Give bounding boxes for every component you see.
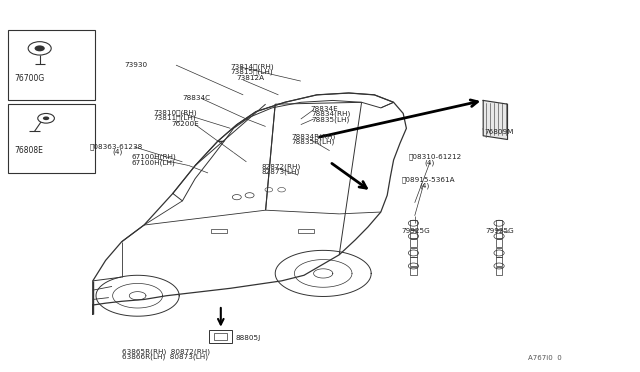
Circle shape (43, 116, 49, 120)
Text: 73815　(LH): 73815 (LH) (230, 68, 273, 75)
Text: 76700G: 76700G (14, 74, 44, 83)
Bar (410, 257, 417, 266)
Bar (496, 239, 502, 247)
Text: 63865R(RH)  80872(RH): 63865R(RH) 80872(RH) (122, 348, 210, 355)
Bar (496, 267, 502, 275)
Bar (8, 104, 95, 173)
Text: 78835(LH): 78835(LH) (312, 116, 350, 123)
Text: 88805J: 88805J (236, 335, 260, 341)
Bar (410, 267, 417, 275)
Text: Ⓝ08363-61238: Ⓝ08363-61238 (90, 143, 143, 150)
Bar (211, 229, 227, 232)
Text: A767i0  0: A767i0 0 (528, 355, 562, 361)
Text: (4): (4) (424, 160, 435, 166)
Text: 63866R(LH)  80873(LH): 63866R(LH) 80873(LH) (122, 354, 207, 360)
Text: 76809M: 76809M (484, 129, 514, 135)
Text: 79925G: 79925G (401, 228, 430, 234)
Text: 73810　(RH): 73810 (RH) (154, 109, 197, 116)
Bar (496, 230, 502, 238)
Bar (8, 30, 95, 100)
Text: 73930: 73930 (125, 62, 148, 68)
Bar (410, 248, 417, 257)
Text: 78834C: 78834C (182, 95, 211, 101)
Text: 78834(RH): 78834(RH) (312, 111, 351, 118)
Bar (214, 333, 227, 340)
Text: 78834E: 78834E (310, 106, 338, 112)
Text: 79925G: 79925G (485, 228, 514, 234)
Bar (496, 257, 502, 266)
Bar (410, 239, 417, 247)
Text: 82873(LH): 82873(LH) (261, 169, 300, 175)
Text: 78835R(LH): 78835R(LH) (291, 139, 335, 145)
Text: 82872(RH): 82872(RH) (261, 163, 300, 170)
Text: (4): (4) (112, 148, 122, 155)
Text: Ⓝ08310-61212: Ⓝ08310-61212 (408, 154, 461, 160)
Text: 73814　(RH): 73814 (RH) (230, 63, 274, 70)
Bar (496, 248, 502, 257)
Text: 76200E: 76200E (172, 121, 199, 126)
Text: 76808E: 76808E (14, 146, 43, 155)
Text: 78834R(RH): 78834R(RH) (291, 134, 335, 140)
Circle shape (35, 45, 45, 51)
Text: (4): (4) (419, 182, 429, 189)
Bar (298, 229, 314, 232)
Bar (496, 220, 502, 229)
Text: 73812A: 73812A (237, 75, 265, 81)
Bar (410, 230, 417, 238)
Text: 73811　(LH): 73811 (LH) (154, 115, 196, 121)
Bar (209, 330, 232, 343)
Bar (410, 220, 417, 229)
Polygon shape (483, 100, 508, 140)
Text: 67100H(RH): 67100H(RH) (131, 154, 176, 160)
Text: Ⓞ08915-5361A: Ⓞ08915-5361A (402, 176, 456, 183)
Text: 67100H(LH): 67100H(LH) (131, 159, 175, 166)
